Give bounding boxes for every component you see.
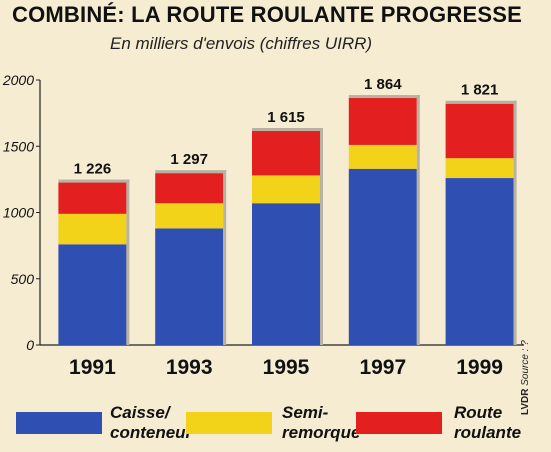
y-tick-label: 0 bbox=[26, 337, 34, 353]
legend-swatch-semi bbox=[186, 412, 272, 434]
bar-total-label: 1 297 bbox=[170, 151, 208, 168]
legend-item-caisse: Caisse/ conteneur bbox=[16, 398, 196, 448]
bar-top-edge bbox=[58, 179, 130, 183]
bar-segment-semi-1993 bbox=[155, 203, 224, 229]
chart-subtitle: En milliers d'envois (chiffres UIRR) bbox=[110, 34, 373, 53]
bar-segment-route-1999 bbox=[445, 103, 514, 159]
bar-total-label: 1 615 bbox=[267, 109, 305, 126]
x-tick-label: 1993 bbox=[166, 356, 213, 379]
legend-label-semi: Semi- remorque bbox=[282, 403, 372, 443]
y-tick-label: 1500 bbox=[3, 138, 34, 154]
x-tick-label: 1999 bbox=[456, 356, 503, 379]
legend-swatch-route bbox=[356, 412, 442, 434]
bar-side-edge bbox=[320, 128, 323, 345]
bar-segment-semi-1995 bbox=[252, 175, 320, 204]
bar-segment-semi-1997 bbox=[348, 144, 417, 169]
legend-label-semi-line2: remorque bbox=[282, 423, 361, 442]
source-note: LVDR Source : ? bbox=[520, 340, 531, 415]
legend: Caisse/ conteneur Semi- remorque Route r… bbox=[0, 398, 551, 448]
legend-label-semi-line1: Semi- bbox=[282, 403, 329, 422]
legend-label-route: Route roulante bbox=[454, 403, 544, 443]
bar-segment-semi-1991 bbox=[58, 213, 127, 245]
bar-segment-caisse-1995 bbox=[252, 203, 320, 345]
bar-total-label: 1 864 bbox=[364, 76, 402, 93]
bar-top-edge bbox=[155, 170, 227, 174]
legend-label-caisse-line2: conteneur bbox=[110, 423, 193, 442]
bar-segment-semi-1999 bbox=[445, 158, 514, 179]
bar-segment-caisse-1993 bbox=[155, 228, 224, 345]
bar-chart: 0 500 1000 1500 2000 1 226 1991 1 297 1993 1 615 1… bbox=[2, 72, 524, 379]
source-brand: LVDR bbox=[520, 388, 531, 415]
bar-segment-caisse-1997 bbox=[348, 168, 417, 345]
legend-label-route-line2: roulante bbox=[454, 423, 522, 442]
y-tick-label: 1000 bbox=[3, 205, 34, 221]
bar-segment-caisse-1999 bbox=[445, 178, 514, 345]
y-tick-label: 2000 bbox=[2, 72, 34, 88]
bar-side-edge bbox=[223, 170, 227, 345]
bar-segment-route-1993 bbox=[155, 173, 224, 204]
legend-item-semi: Semi- remorque bbox=[186, 398, 366, 448]
bar-top-edge bbox=[252, 128, 323, 132]
bar-segment-route-1995 bbox=[252, 131, 320, 176]
legend-label-route-line1: Route bbox=[454, 403, 503, 422]
bar-total-label: 1 821 bbox=[461, 82, 499, 99]
x-tick-label: 1995 bbox=[263, 356, 310, 379]
bar-side-edge bbox=[513, 100, 517, 345]
legend-label-caisse-line1: Caisse/ bbox=[110, 403, 170, 422]
bar-side-edge bbox=[126, 179, 130, 345]
bar-total-label: 1 226 bbox=[74, 161, 112, 178]
bar-side-edge bbox=[416, 95, 420, 346]
bar-segment-route-1997 bbox=[348, 98, 417, 145]
legend-item-route: Route roulante bbox=[356, 398, 536, 448]
x-tick-label: 1997 bbox=[359, 356, 406, 379]
x-tick-label: 1991 bbox=[69, 356, 116, 379]
bar-top-edge bbox=[348, 95, 420, 99]
legend-swatch-caisse bbox=[16, 412, 102, 434]
bar-segment-route-1991 bbox=[58, 182, 127, 214]
bar-top-edge bbox=[445, 100, 517, 104]
bar-segment-caisse-1991 bbox=[58, 244, 127, 345]
chart-title: COMBINÉ: LA ROUTE ROULANTE PROGRESSE bbox=[12, 2, 522, 27]
y-tick-label: 500 bbox=[11, 271, 35, 287]
source-text: Source : ? bbox=[520, 340, 531, 386]
legend-label-caisse: Caisse/ conteneur bbox=[110, 403, 200, 443]
